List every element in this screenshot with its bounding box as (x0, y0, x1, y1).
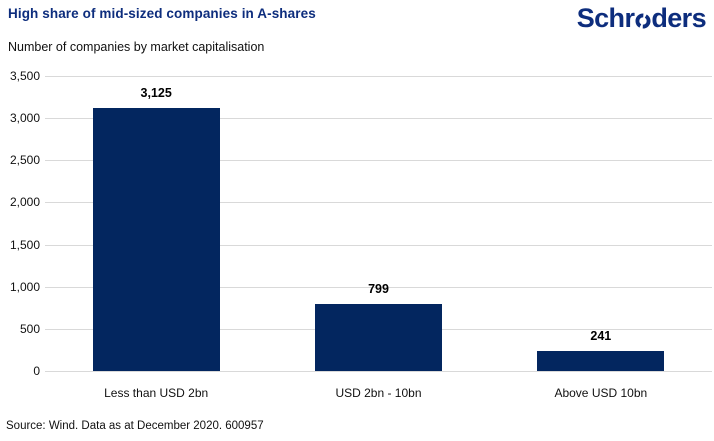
gridline (45, 76, 712, 77)
schroders-logo-text-left: Schr (576, 2, 635, 33)
bar-value-label: 3,125 (140, 85, 172, 100)
y-axis-tick-label: 2,500 (9, 153, 40, 168)
chart-title: High share of mid-sized companies in A-s… (8, 6, 316, 21)
y-axis-tick-label: 3,000 (9, 111, 40, 126)
bar (537, 350, 665, 371)
bar-value-label: 241 (590, 328, 612, 343)
schroders-logo: Schr ders (576, 2, 707, 34)
y-axis-tick-label: 1,000 (9, 279, 40, 294)
chart-subtitle: Number of companies by market capitalisa… (8, 40, 265, 54)
gridline (45, 202, 712, 204)
schroders-logo-stencil-o-icon (635, 12, 651, 29)
y-axis-tick-label: 0 (33, 364, 40, 378)
x-axis-label: Less than USD 2bn (104, 386, 209, 400)
x-axis-label: USD 2bn - 10bn (335, 386, 422, 400)
gridline (45, 118, 712, 120)
y-axis-tick-label: 3,500 (9, 69, 40, 83)
y-axis-tick-label: 500 (19, 321, 40, 336)
bar (315, 303, 442, 371)
bar (92, 107, 220, 371)
y-axis-tick-label: 1,500 (9, 237, 40, 252)
schroders-logo-text-right: ders (651, 2, 706, 33)
source-note: Source: Wind. Data as at December 2020. … (6, 420, 264, 432)
x-axis-label: Above USD 10bn (554, 386, 648, 400)
bar-value-label: 799 (368, 281, 389, 296)
gridline (45, 160, 712, 162)
gridline (45, 244, 712, 246)
gridline (45, 371, 712, 372)
gridline (45, 286, 712, 288)
y-axis-tick-label: 2,000 (9, 195, 40, 210)
